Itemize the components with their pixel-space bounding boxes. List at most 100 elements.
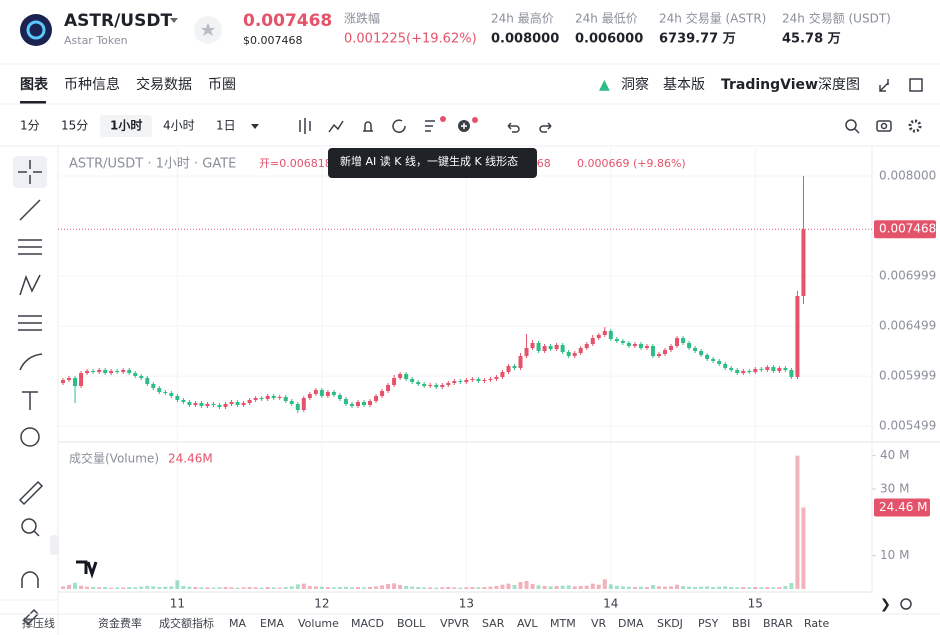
indicator[interactable]: 成交额指标 bbox=[159, 616, 214, 630]
volume-bar bbox=[247, 587, 252, 589]
indicator[interactable]: PSY bbox=[698, 617, 719, 630]
indicator[interactable]: AVL bbox=[517, 617, 538, 630]
indicator[interactable]: 撑压线 bbox=[22, 616, 55, 630]
candle-body bbox=[488, 379, 493, 380]
candle-icon[interactable] bbox=[299, 118, 311, 134]
fullscreen-icon[interactable] bbox=[879, 79, 889, 92]
volume-bar bbox=[355, 587, 360, 589]
volume-tick-label: 40 M bbox=[880, 448, 909, 462]
candle-body bbox=[133, 373, 138, 376]
magnet-tool[interactable] bbox=[21, 571, 39, 588]
view-tab[interactable]: 深度图 bbox=[818, 77, 860, 93]
brush-tool[interactable] bbox=[19, 353, 43, 371]
indicator[interactable]: VR bbox=[591, 617, 607, 630]
pattern-tool[interactable] bbox=[19, 274, 41, 296]
indicator[interactable]: VPVR bbox=[440, 617, 470, 630]
volume-bar bbox=[386, 584, 391, 589]
search-icon[interactable] bbox=[845, 119, 857, 131]
text-tool[interactable] bbox=[22, 391, 38, 410]
ai-icon[interactable] bbox=[425, 120, 435, 132]
volume-bar bbox=[145, 586, 150, 589]
indicator[interactable]: SKDJ bbox=[657, 617, 683, 630]
zoom-tool[interactable] bbox=[21, 518, 37, 534]
candle-body bbox=[211, 404, 216, 405]
indicator[interactable]: DMA bbox=[618, 617, 644, 630]
interval[interactable]: 1分 bbox=[20, 119, 40, 133]
indicator[interactable]: MACD bbox=[351, 617, 384, 630]
candle-body bbox=[741, 371, 746, 373]
volume-bar bbox=[482, 587, 487, 589]
candle-body bbox=[319, 390, 324, 396]
interval[interactable]: 4小时 bbox=[163, 119, 195, 133]
time-tick-label: 12 bbox=[314, 597, 329, 611]
candle-body bbox=[693, 348, 698, 351]
indicator[interactable]: EMA bbox=[260, 617, 284, 630]
channel-tool[interactable] bbox=[18, 239, 42, 255]
indicator[interactable]: Volume bbox=[298, 617, 339, 630]
candle-body bbox=[464, 380, 469, 382]
settings-small[interactable] bbox=[900, 598, 912, 610]
indicator-icon[interactable] bbox=[328, 120, 344, 133]
tab[interactable]: 交易数据 bbox=[136, 76, 192, 93]
volume-bar bbox=[67, 585, 72, 589]
candle-body bbox=[355, 402, 360, 406]
tab[interactable]: 币圈 bbox=[208, 77, 236, 93]
candle-body bbox=[602, 331, 607, 335]
alert-icon[interactable] bbox=[363, 121, 373, 132]
view-tab[interactable]: TradingView bbox=[721, 77, 818, 93]
volume-bar bbox=[476, 587, 481, 589]
volume-bar bbox=[343, 586, 348, 589]
volume-bar bbox=[620, 586, 625, 589]
star-icon bbox=[201, 23, 215, 36]
replay-icon[interactable] bbox=[392, 119, 406, 133]
indicator[interactable]: SAR bbox=[482, 617, 505, 630]
trendline-tool[interactable] bbox=[19, 199, 41, 221]
indicator[interactable]: BBI bbox=[732, 617, 750, 630]
settings-icon[interactable] bbox=[908, 119, 922, 133]
candle-body bbox=[73, 378, 78, 386]
view-tab[interactable]: 基本版 bbox=[663, 76, 705, 93]
indicator[interactable]: BOLL bbox=[397, 617, 426, 630]
tab[interactable]: 币种信息 bbox=[64, 76, 120, 93]
scroll-right[interactable]: ❯ bbox=[880, 598, 891, 613]
pair-dropdown[interactable] bbox=[170, 18, 178, 23]
ruler-tool[interactable] bbox=[18, 480, 44, 506]
chart-legend: ASTR/USDT · 1小时 · GATE bbox=[69, 157, 236, 172]
tooltip: 新增 AI 读 K 线，一键生成 K 线形态 bbox=[328, 148, 537, 178]
candle-body bbox=[681, 338, 686, 343]
candle-body bbox=[524, 348, 529, 356]
undo-icon[interactable] bbox=[507, 122, 520, 133]
candle-body bbox=[121, 370, 126, 372]
volume-bar bbox=[199, 587, 204, 589]
camera-icon[interactable] bbox=[876, 120, 892, 132]
candle-body bbox=[362, 402, 366, 405]
indicator[interactable]: Rate bbox=[804, 617, 829, 630]
view-tab[interactable]: 洞察 bbox=[621, 76, 649, 93]
candle-body bbox=[205, 404, 210, 406]
interval[interactable]: 1日 bbox=[216, 119, 236, 133]
volume-bar bbox=[422, 587, 427, 589]
fib-tool[interactable] bbox=[18, 315, 42, 331]
candle-body bbox=[759, 369, 764, 370]
window-icon[interactable] bbox=[909, 78, 923, 92]
indicator[interactable]: BRAR bbox=[763, 617, 793, 630]
volume-legend-value: 24.46M bbox=[168, 452, 213, 466]
pair[interactable]: ASTR/USDT bbox=[64, 11, 172, 31]
candle-body bbox=[247, 400, 252, 403]
collapse-handle[interactable] bbox=[50, 535, 59, 555]
indicator[interactable]: MA bbox=[229, 617, 246, 630]
volume-bar bbox=[669, 586, 674, 589]
interval[interactable]: 1小时 bbox=[110, 118, 142, 133]
candle-body bbox=[349, 404, 354, 406]
interval[interactable]: 15分 bbox=[61, 119, 88, 133]
tab[interactable]: 图表 bbox=[20, 76, 49, 93]
candle-body bbox=[139, 376, 144, 378]
interval-dropdown[interactable] bbox=[251, 124, 259, 129]
crosshair-tool[interactable] bbox=[18, 160, 42, 184]
candle-body bbox=[386, 385, 391, 391]
indicator[interactable]: 资金费率 bbox=[98, 616, 142, 630]
redo-icon[interactable] bbox=[539, 122, 552, 133]
candle-body bbox=[337, 395, 342, 399]
emoji-tool[interactable] bbox=[20, 427, 40, 447]
indicator[interactable]: MTM bbox=[550, 617, 576, 630]
